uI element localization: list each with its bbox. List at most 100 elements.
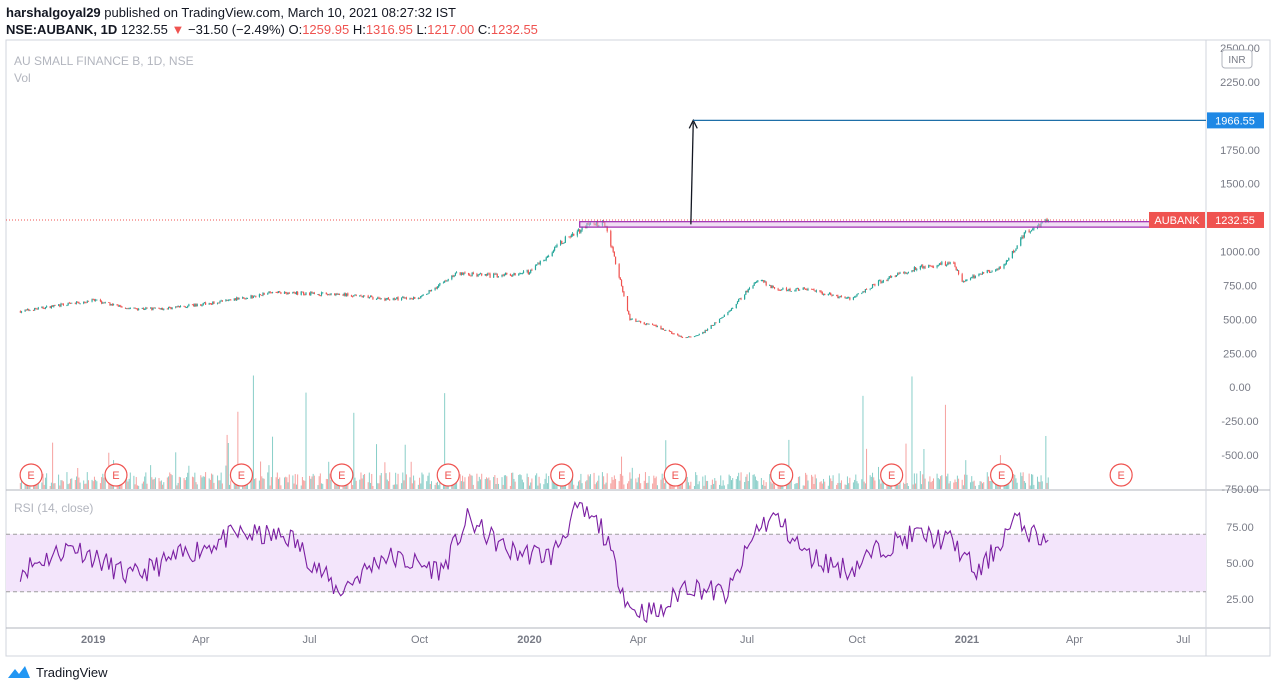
volume-legend[interactable]: Vol: [14, 71, 31, 85]
candle-body: [83, 302, 85, 304]
candle-body: [738, 299, 740, 302]
earnings-marker-label: E: [672, 470, 679, 482]
candle-body: [855, 296, 857, 298]
candle-body: [981, 272, 984, 274]
candle-body: [870, 287, 872, 289]
candle-body: [576, 231, 578, 236]
candle-body: [938, 263, 941, 266]
candle-body: [216, 302, 219, 304]
earnings-marker-label: E: [558, 470, 565, 482]
candle-body: [251, 295, 253, 298]
candle-body: [422, 294, 424, 296]
candle-body: [497, 276, 500, 278]
rsi-legend[interactable]: RSI (14, close): [14, 501, 94, 515]
candle-body: [494, 273, 496, 275]
candle-body: [619, 277, 621, 280]
main-pane-legend[interactable]: AU SMALL FINANCE B, 1D, NSE: [14, 54, 194, 68]
close-value: 1232.55: [490, 22, 538, 37]
candle-body: [971, 277, 973, 279]
candle-body: [226, 299, 228, 301]
candle-body: [685, 337, 687, 339]
candle-body: [354, 294, 356, 296]
footer-brand[interactable]: TradingView: [6, 664, 108, 680]
candle-body: [695, 335, 697, 337]
candle-body: [907, 272, 909, 274]
candle-body: [1046, 219, 1048, 222]
earnings-marker-label: E: [1117, 470, 1124, 482]
price-tick-label: 1500.00: [1220, 179, 1260, 191]
candle-body: [503, 274, 506, 276]
candle-body: [746, 291, 748, 293]
symbol-label: NSE:AUBANK, 1D: [6, 22, 118, 37]
candle-body: [662, 328, 664, 330]
candle-body: [753, 283, 755, 286]
candle-body: [640, 321, 642, 323]
candle-body: [969, 278, 972, 280]
candle-body: [37, 307, 39, 310]
candle-body: [510, 275, 513, 277]
time-tick-label: Apr: [192, 634, 209, 646]
candle-body: [409, 298, 411, 300]
time-tick-label: Jul: [740, 634, 754, 646]
candle-body: [252, 296, 255, 298]
candle-body: [452, 275, 454, 277]
publisher-name[interactable]: harshalgoyal29: [6, 5, 101, 20]
candle-body: [160, 308, 162, 310]
candle-body: [126, 308, 128, 310]
candle-body: [95, 299, 97, 301]
candle-body: [178, 305, 180, 307]
earnings-marker-circle: [990, 463, 1014, 487]
candle-body: [304, 294, 306, 296]
earnings-marker-label: E: [998, 470, 1005, 482]
candle-body: [620, 279, 623, 286]
candle-body: [513, 273, 515, 275]
candle-body: [689, 336, 691, 338]
candle-body: [796, 288, 798, 289]
earnings-marker: E: [436, 463, 460, 487]
candle-body: [153, 307, 155, 309]
candle-body: [133, 307, 135, 309]
candle-body: [794, 290, 796, 292]
candle-body: [77, 301, 79, 303]
volume-series: [19, 375, 1049, 489]
candle-body: [389, 299, 391, 301]
candle-body: [765, 281, 767, 286]
candle-body: [680, 335, 682, 338]
candle-body: [25, 309, 27, 311]
candle-body: [735, 304, 737, 309]
candle-body: [295, 291, 298, 295]
tradingview-logo-icon: [8, 666, 30, 678]
candle-body: [916, 269, 918, 270]
candle-body: [286, 292, 288, 294]
candle-body: [268, 291, 270, 294]
candle-body: [367, 295, 369, 298]
candle-body: [785, 287, 788, 291]
footer-brand-label: TradingView: [36, 664, 108, 680]
candle-body: [84, 302, 86, 303]
last-price-tag: AUBANK 1232.55: [1149, 211, 1264, 228]
candle-body: [200, 304, 202, 306]
candle-body: [285, 292, 287, 293]
candle-body: [322, 292, 324, 294]
candle-body: [856, 293, 858, 297]
candle-body: [828, 292, 831, 294]
candle-body: [85, 302, 87, 304]
candle-body: [250, 295, 252, 299]
candle-body: [569, 236, 571, 238]
candle-body: [375, 298, 378, 300]
candle-body: [238, 298, 240, 300]
candle-body: [922, 265, 924, 268]
candle-body: [218, 302, 220, 304]
candle-body: [681, 337, 684, 339]
candle-body: [158, 307, 160, 309]
candle-body: [478, 274, 480, 275]
low-label: L:: [416, 22, 428, 37]
candle-body: [42, 306, 44, 309]
candle-body: [824, 293, 826, 296]
candle-body: [638, 320, 641, 322]
rsi-tick-label: 75.00: [1226, 522, 1254, 534]
candle-body: [899, 272, 901, 274]
earnings-marker-circle: [1109, 463, 1133, 487]
earnings-marker-circle: [104, 463, 128, 487]
